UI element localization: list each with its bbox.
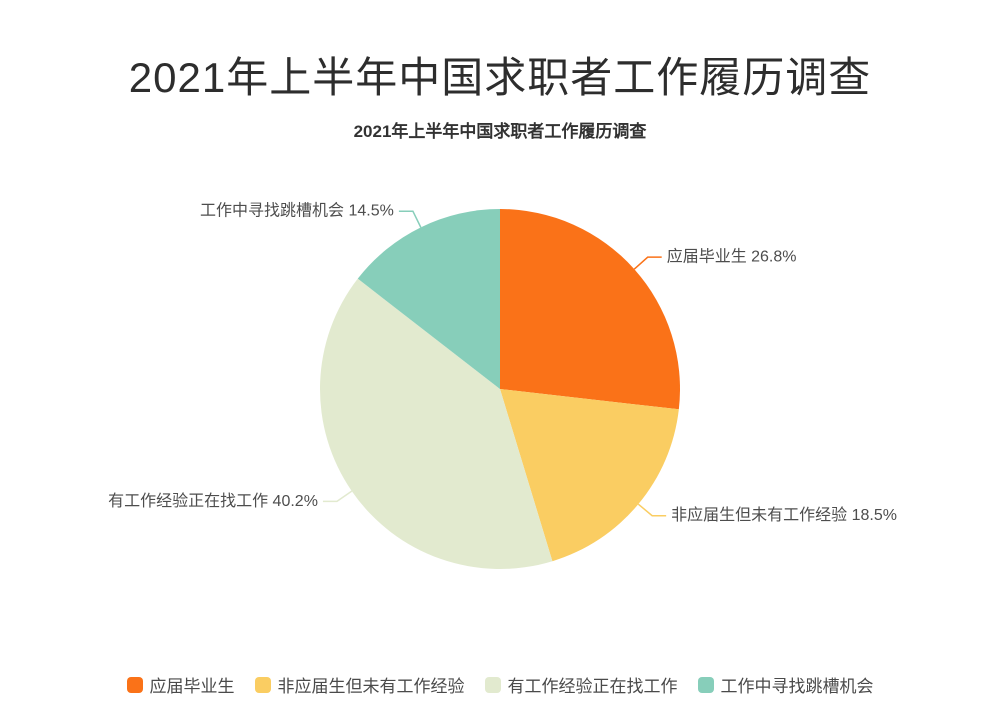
label-leader-line: [322, 490, 353, 503]
chart-subtitle: 2021年上半年中国求职者工作履历调查: [353, 122, 647, 141]
legend-marker: [254, 676, 271, 693]
pie-slice[interactable]: [500, 389, 679, 562]
pie-slice[interactable]: [357, 209, 500, 389]
slice-label: 有工作经验正在找工作 40.2%: [108, 492, 318, 510]
legend-marker: [484, 676, 501, 693]
legend-marker: [697, 676, 714, 693]
legend-label: 非应届生但未有工作经验: [277, 677, 465, 696]
page-title: 2021年上半年中国求职者工作履历调查: [128, 54, 872, 101]
pie-slice[interactable]: [500, 209, 680, 410]
legend-marker: [126, 676, 143, 693]
slice-label: 应届毕业生 26.8%: [667, 247, 797, 266]
legend-item-2[interactable]: 有工作经验正在找工作: [484, 672, 678, 697]
slice-label: 工作中寻找跳槽机会 14.5%: [200, 202, 394, 220]
slice-label: 非应届生但未有工作经验 18.5%: [671, 505, 897, 524]
legend-label: 工作中寻找跳槽机会: [720, 677, 874, 696]
legend-item-1[interactable]: 非应届生但未有工作经验: [254, 672, 465, 697]
label-leader-line: [633, 256, 662, 270]
legend-label: 有工作经验正在找工作: [507, 677, 678, 696]
legend-item-0[interactable]: 应届毕业生: [126, 672, 235, 697]
label-leader-line: [398, 210, 422, 228]
legend-item-3[interactable]: 工作中寻找跳槽机会: [697, 672, 874, 697]
pie-slice[interactable]: [319, 278, 553, 570]
legend: 应届毕业生 非应届生但未有工作经验 有工作经验正在找工作 工作中寻找跳槽机会: [0, 672, 1000, 697]
legend-label: 应届毕业生: [149, 677, 235, 696]
label-leader-line: [637, 503, 667, 517]
